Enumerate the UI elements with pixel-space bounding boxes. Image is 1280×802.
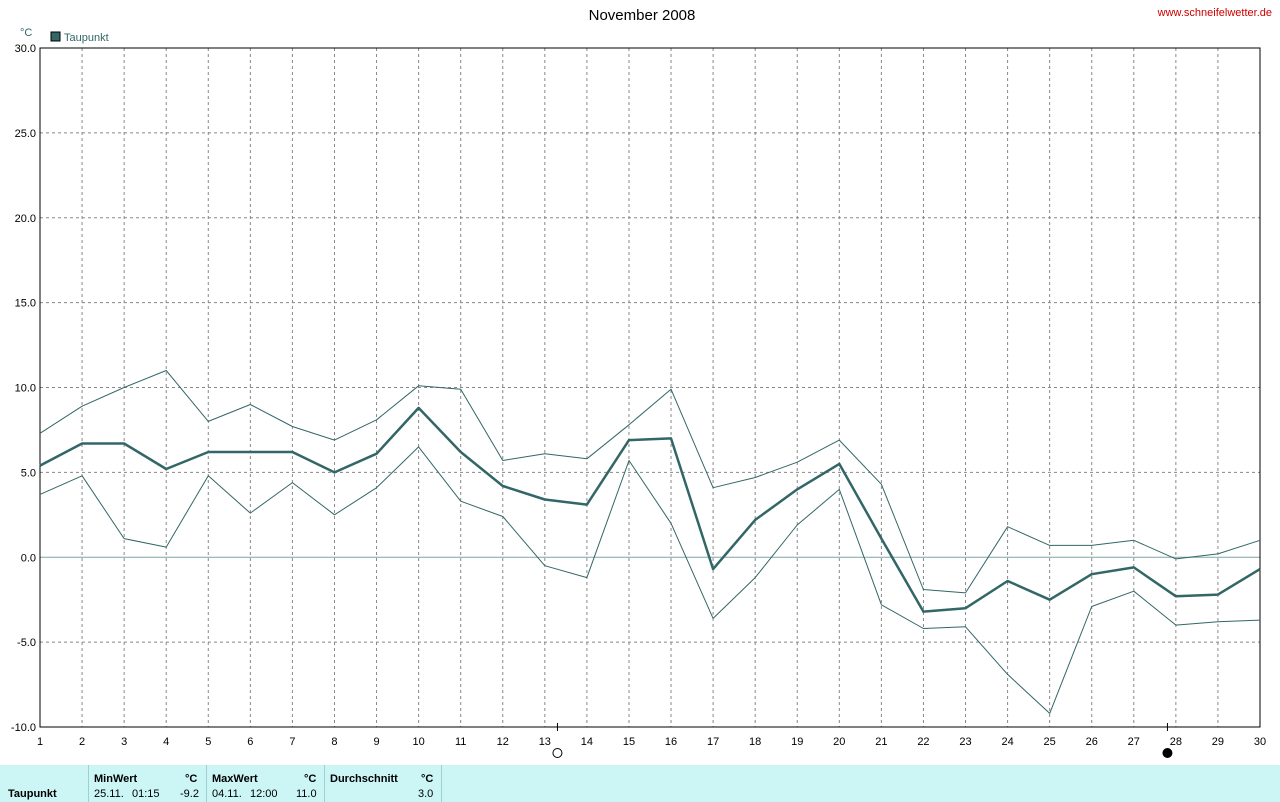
stats-separator xyxy=(206,765,207,802)
x-tick-label: 14 xyxy=(581,736,593,748)
x-tick-label: 30 xyxy=(1254,736,1266,748)
x-tick-label: 24 xyxy=(1001,736,1013,748)
y-tick-label: 30.0 xyxy=(15,43,36,55)
y-tick-label: 0.0 xyxy=(21,552,36,564)
site-url[interactable]: www.schneifelwetter.de xyxy=(1157,7,1272,19)
y-unit-label: °C xyxy=(20,27,32,39)
stats-min-value: -9.2 xyxy=(180,788,199,800)
x-tick-label: 4 xyxy=(163,736,169,748)
plot-frame xyxy=(39,47,1261,728)
x-tick-label: 11 xyxy=(455,736,466,748)
stats-separator xyxy=(324,765,325,802)
stats-min-header: MinWert xyxy=(94,773,138,785)
stats-avg-value: 3.0 xyxy=(418,788,434,800)
stats-separator xyxy=(441,765,442,802)
stats-max-header: MaxWert xyxy=(212,773,258,785)
stats-avg-unit: °C xyxy=(421,773,434,785)
x-tick-label: 25 xyxy=(1044,736,1056,748)
x-tick-label: 28 xyxy=(1170,736,1182,748)
x-tick-label: 17 xyxy=(707,736,719,748)
stats-max-time: 12:00 xyxy=(250,788,278,800)
y-tick-label: -10.0 xyxy=(11,722,36,734)
x-tick-label: 8 xyxy=(331,736,337,748)
stats-min-unit: °C xyxy=(185,773,198,785)
stats-separator xyxy=(88,765,89,802)
stats-min-date: 25.11. xyxy=(94,788,124,800)
chart: November 2008 www.schneifelwetter.de °C … xyxy=(11,7,1272,758)
x-tick-label: 16 xyxy=(665,736,677,748)
x-tick-label: 21 xyxy=(875,736,887,748)
y-tick-label: -5.0 xyxy=(17,637,36,649)
plot-area: 30.025.020.015.010.05.00.0-5.0-10.01 2 3 4 5… xyxy=(11,43,1266,758)
x-tick-label: 3 xyxy=(121,736,127,748)
x-tick-label: 27 xyxy=(1128,736,1140,748)
x-tick-label: 7 xyxy=(289,736,295,748)
x-tick-label: 29 xyxy=(1212,736,1224,748)
stats-table: Taupunkt MinWert °C 25.11. 01:15 -9.2 Ma… xyxy=(0,765,1280,802)
legend-label: Taupunkt xyxy=(64,32,109,44)
series-line-min xyxy=(39,446,1261,714)
x-tick-label: 23 xyxy=(959,736,971,748)
stats-max-unit: °C xyxy=(304,773,317,785)
x-tick-label: 22 xyxy=(917,736,929,748)
stats-max-value: 11.0 xyxy=(296,788,317,800)
stats-max-date: 04.11. xyxy=(212,788,242,800)
x-tick-label: 20 xyxy=(833,736,845,748)
x-tick-label: 18 xyxy=(749,736,761,748)
x-tick-label: 1 xyxy=(37,736,43,748)
x-tick-label: 15 xyxy=(623,736,635,748)
x-tick-label: 5 xyxy=(205,736,211,748)
series-line-taupunkt xyxy=(39,406,1261,613)
x-tick-label: 9 xyxy=(373,736,379,748)
x-tick-label: 19 xyxy=(791,736,803,748)
y-tick-label: 20.0 xyxy=(15,213,36,225)
stats-avg-header: Durchschnitt xyxy=(330,773,398,785)
x-tick-label: 13 xyxy=(539,736,551,748)
new-moon-icon xyxy=(1162,748,1173,758)
stats-min-time: 01:15 xyxy=(132,788,160,800)
x-tick-label: 6 xyxy=(247,736,253,748)
y-tick-label: 15.0 xyxy=(15,298,36,310)
x-tick-label: 10 xyxy=(412,736,424,748)
x-tick-label: 12 xyxy=(497,736,509,748)
chart-title: November 2008 xyxy=(589,7,696,24)
series-line-max xyxy=(39,370,1261,594)
stats-row-label: Taupunkt xyxy=(8,788,57,800)
y-tick-label: 10.0 xyxy=(15,383,36,395)
full-moon-icon xyxy=(552,748,563,758)
y-tick-label: 25.0 xyxy=(15,128,36,140)
y-tick-label: 5.0 xyxy=(21,467,36,479)
x-tick-label: 26 xyxy=(1086,736,1098,748)
x-tick-label: 2 xyxy=(79,736,85,748)
legend-swatch xyxy=(50,31,61,42)
